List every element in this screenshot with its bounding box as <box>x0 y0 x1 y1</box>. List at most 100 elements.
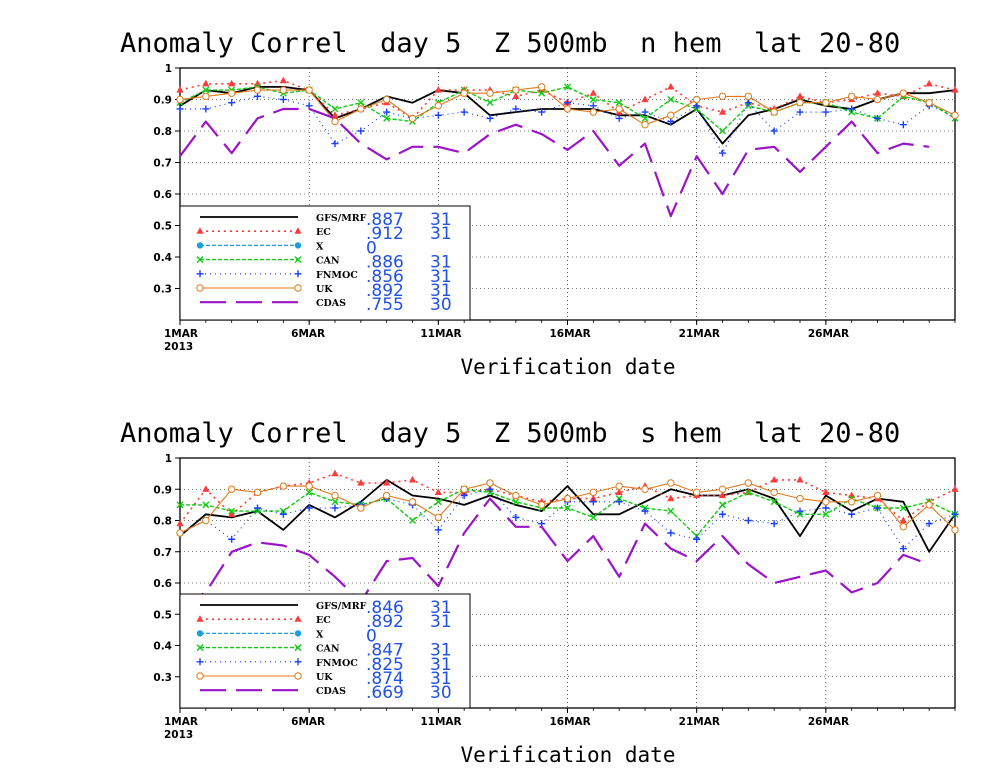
legend-entry: UK .892 31 <box>196 281 452 301</box>
data-point <box>176 95 184 104</box>
legend-marker <box>196 284 204 292</box>
data-point <box>537 501 546 509</box>
data-point <box>796 494 804 503</box>
data-point <box>228 99 236 107</box>
legend-label: FNMOC <box>316 658 358 669</box>
data-point <box>564 83 571 91</box>
legend-count: 31 <box>430 224 452 244</box>
data-point <box>228 79 236 87</box>
data-point <box>589 513 597 521</box>
x-tick-label: 11MAR <box>420 716 461 728</box>
legend-label: GFS/MRF <box>316 601 367 612</box>
y-tick-label: 0.9 <box>153 484 172 496</box>
data-point <box>822 98 830 107</box>
data-point <box>796 475 804 483</box>
legend-entry: UK .874 31 <box>196 669 452 689</box>
legend-count: 31 <box>430 267 452 287</box>
data-point <box>796 98 804 107</box>
data-point <box>925 520 933 528</box>
data-point <box>873 95 882 104</box>
data-point <box>744 488 752 496</box>
data-point <box>822 510 830 518</box>
legend-marker <box>294 256 302 264</box>
data-point <box>667 111 675 119</box>
data-point <box>202 92 210 101</box>
data-point <box>641 121 649 129</box>
data-point <box>227 485 236 493</box>
y-tick-label: 0.8 <box>153 516 172 528</box>
data-point <box>408 498 417 506</box>
data-point <box>951 86 959 93</box>
legend-mean: .886 <box>366 253 404 273</box>
data-point <box>770 488 778 497</box>
data-point <box>434 86 442 93</box>
x-tick-label: 26MAR <box>808 328 849 340</box>
data-point <box>718 92 727 101</box>
data-point <box>847 498 856 506</box>
data-point <box>331 140 339 148</box>
data-point <box>822 498 830 506</box>
x-tick-label: 16MAR <box>550 328 591 340</box>
x-tick-label: 16MAR <box>550 716 591 728</box>
data-point <box>925 79 933 87</box>
data-point <box>589 89 597 96</box>
legend-label: X <box>316 629 324 640</box>
legend-mean: .874 <box>366 669 404 689</box>
legend-marker <box>294 284 302 292</box>
legend-marker <box>196 672 204 680</box>
data-point <box>460 485 468 493</box>
data-point <box>382 95 391 104</box>
data-point <box>692 95 701 104</box>
y-tick-label: 0.5 <box>153 221 172 233</box>
data-point <box>538 89 546 97</box>
legend-count: 31 <box>430 210 452 230</box>
data-point <box>589 96 597 103</box>
data-point <box>718 485 727 493</box>
data-point <box>382 491 391 500</box>
legend-box <box>179 205 471 321</box>
legend-mean: .856 <box>366 267 404 287</box>
legend-marker <box>294 242 302 249</box>
data-point <box>331 105 339 113</box>
legend-label: X <box>316 241 324 252</box>
data-point <box>383 114 391 122</box>
series-line <box>179 107 930 218</box>
series-cdas <box>179 107 930 218</box>
data-point <box>357 504 365 512</box>
data-point <box>460 492 468 499</box>
data-point <box>693 102 701 110</box>
data-point <box>305 504 313 512</box>
legend-count: 31 <box>430 598 452 618</box>
data-point <box>254 92 261 100</box>
data-point <box>667 507 675 515</box>
data-point <box>331 498 339 506</box>
series-can <box>176 485 959 540</box>
series-line <box>179 497 930 606</box>
data-point <box>615 114 623 122</box>
data-point <box>899 523 908 531</box>
data-point <box>692 488 701 497</box>
data-point <box>253 488 262 497</box>
data-point <box>873 491 882 500</box>
data-point <box>434 488 442 495</box>
legend-mean: .912 <box>366 224 404 244</box>
legend-entry: CDAS .755 30 <box>200 295 452 315</box>
data-point <box>899 545 907 553</box>
legend-marker <box>294 644 302 652</box>
y-tick-label: 0.3 <box>153 672 172 684</box>
data-point <box>770 127 778 135</box>
legend-marker <box>196 256 204 264</box>
x-tick-label: 1MAR <box>164 328 198 340</box>
x-tick-label: 6MAR <box>291 716 325 728</box>
legend-count: 31 <box>430 669 452 689</box>
data-point <box>512 498 520 506</box>
data-point <box>641 108 649 116</box>
legend-entry: CAN .886 31 <box>196 253 452 273</box>
data-point <box>176 529 184 537</box>
legend-count: 31 <box>430 253 452 273</box>
legend-marker <box>294 615 302 622</box>
data-point <box>589 498 597 506</box>
legend-entry: GFS/MRF .846 31 <box>200 598 452 618</box>
